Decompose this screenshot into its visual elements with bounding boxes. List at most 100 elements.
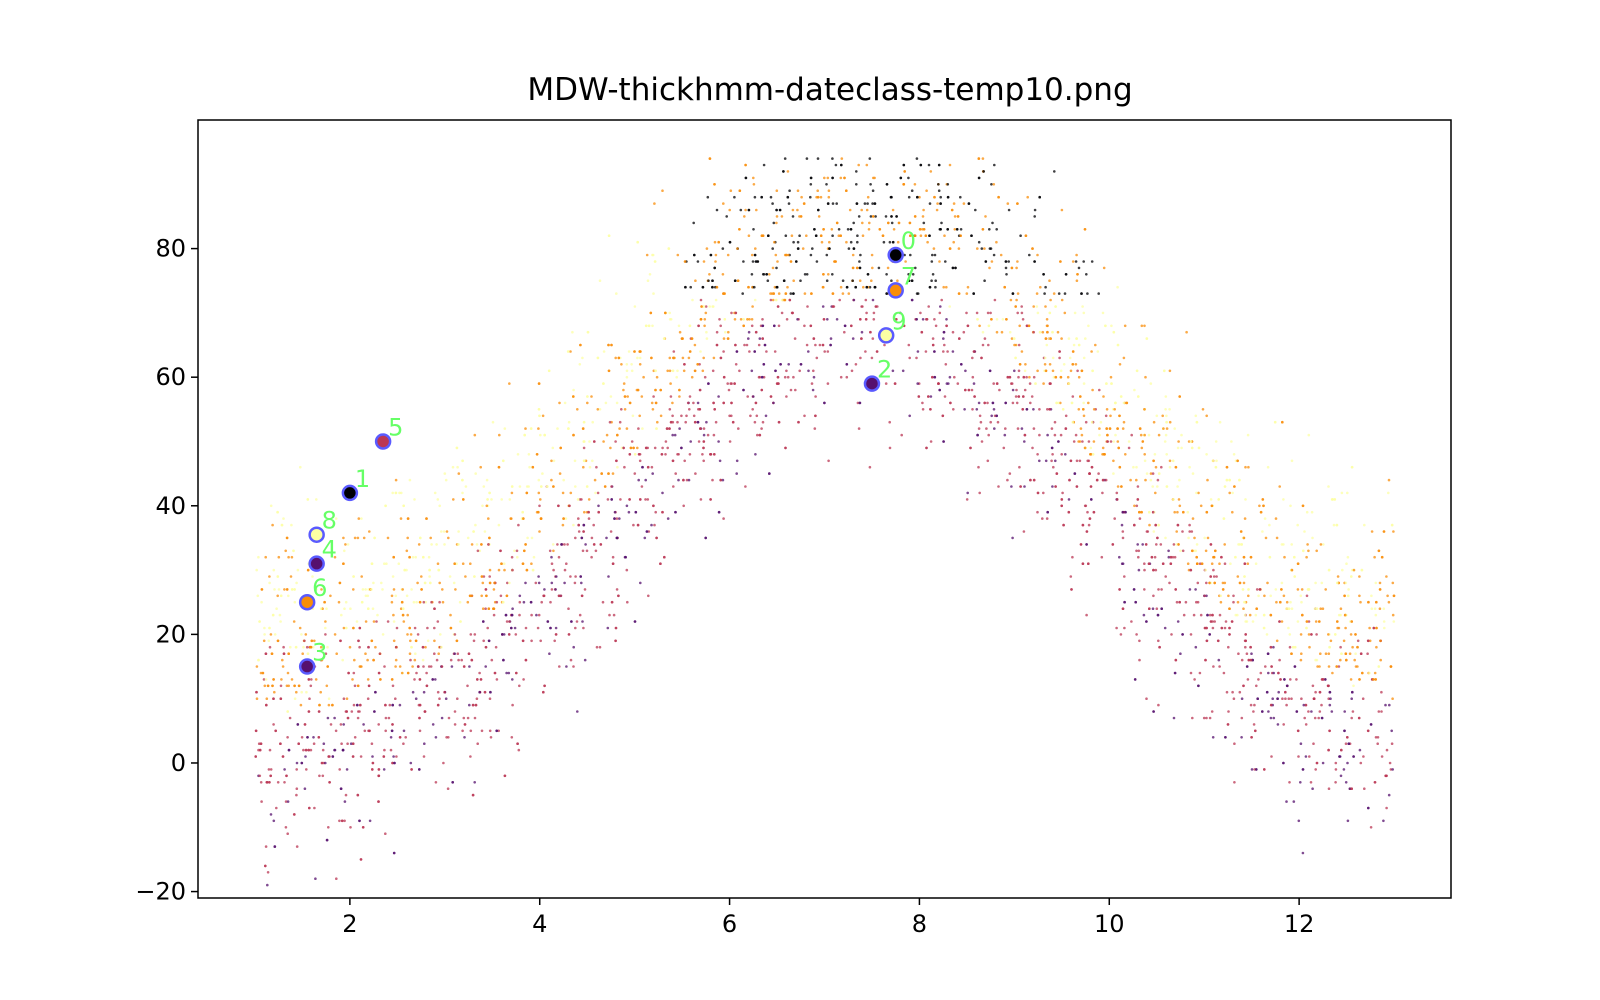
data-point [1156,485,1159,488]
data-point [1238,478,1241,482]
data-point [279,620,282,623]
data-point [582,459,586,463]
data-point [259,671,263,675]
data-point [943,343,946,347]
data-point [1287,697,1291,700]
data-point [1305,594,1309,598]
data-point [1168,581,1171,585]
data-point [726,382,729,385]
data-point [433,607,436,610]
data-point [1245,652,1249,655]
data-point [885,183,889,186]
data-point [1153,555,1157,559]
data-point [1327,697,1330,700]
data-point [308,697,311,700]
centroid-marker-9 [877,327,895,344]
data-point [1064,273,1068,276]
data-point [1231,491,1234,495]
data-point [321,748,325,752]
data-point [1072,440,1076,443]
data-point [552,549,555,553]
data-point [1209,620,1213,623]
y-tick-label: 40 [155,492,186,520]
data-point [257,742,261,745]
data-point [1373,781,1377,784]
data-point [859,253,862,257]
data-point [567,427,570,430]
data-point [934,324,938,328]
data-point [1155,607,1159,610]
data-point [1218,420,1222,424]
data-point [355,620,359,623]
data-point [717,240,720,244]
data-point [334,517,338,520]
data-point [1321,607,1325,610]
data-point [1035,292,1039,295]
data-point [356,716,360,720]
data-point [577,530,581,533]
data-point [967,388,971,392]
data-point [1086,292,1089,295]
data-point [1312,742,1315,745]
data-point [1335,665,1338,668]
data-point [987,433,990,437]
data-point [921,215,925,218]
data-point [626,600,629,604]
data-point [1273,420,1277,424]
data-point [1192,613,1196,617]
data-point [1307,620,1311,623]
data-point [977,240,981,244]
data-point [775,266,778,270]
data-point [1029,401,1032,405]
data-point [284,800,288,803]
data-point [1284,697,1287,700]
data-point [1121,607,1125,610]
data-point [596,491,600,495]
data-point [1277,671,1280,675]
data-point [272,568,276,572]
data-point [1046,433,1049,437]
data-point [377,800,380,803]
data-point [826,382,830,385]
data-point [712,401,715,405]
data-point [1029,478,1032,482]
data-point [406,671,410,675]
data-point [792,279,795,283]
data-point [703,324,706,328]
data-point [333,555,337,559]
data-point [1006,375,1010,379]
data-point [802,202,806,205]
data-point [400,600,404,604]
data-point [1149,478,1153,482]
data-point [266,883,269,887]
data-point [272,678,275,681]
data-point [324,626,327,630]
data-point [535,613,538,617]
data-point [1337,626,1341,630]
data-point [860,305,863,308]
data-point [409,761,413,765]
data-point [1109,414,1112,418]
data-point [1156,536,1159,540]
data-point [1105,427,1108,430]
data-point [1054,485,1057,488]
data-point [582,420,586,424]
data-point [837,228,841,231]
data-point [567,607,570,610]
data-point [689,285,692,289]
data-point [433,626,436,630]
data-point [1200,562,1204,565]
data-point [725,215,728,218]
data-point [731,420,735,424]
data-point [255,665,259,668]
data-point [743,343,746,347]
data-point [929,395,933,398]
data-point [1038,195,1041,199]
data-point [699,498,703,501]
data-point [1069,575,1073,578]
data-point [1203,594,1206,598]
data-point [1173,671,1177,675]
data-point [1071,363,1074,366]
data-point [1035,305,1039,308]
data-point [871,298,875,302]
